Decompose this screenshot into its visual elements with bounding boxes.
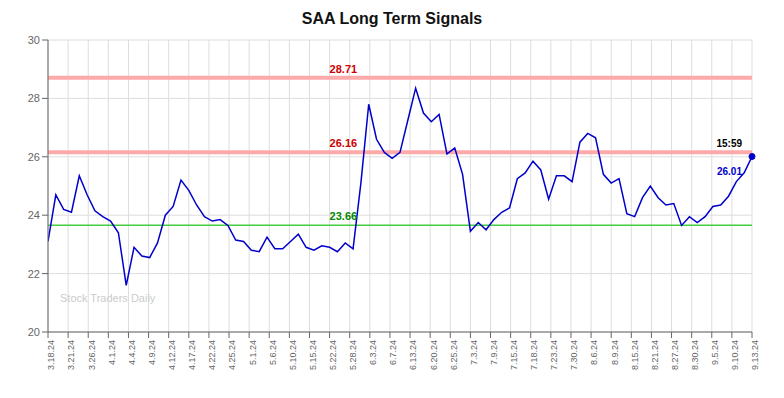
svg-text:4.17.24: 4.17.24	[187, 340, 197, 370]
svg-text:4.9.24: 4.9.24	[147, 340, 157, 365]
svg-text:5.10.24: 5.10.24	[288, 340, 298, 370]
svg-text:8.21.24: 8.21.24	[650, 340, 660, 370]
svg-text:5.6.24: 5.6.24	[268, 340, 278, 365]
svg-text:9.13.24: 9.13.24	[750, 340, 760, 370]
svg-text:9.10.24: 9.10.24	[730, 340, 740, 370]
svg-text:23.66: 23.66	[330, 210, 358, 222]
svg-text:26.01: 26.01	[717, 166, 742, 177]
svg-text:8.27.24: 8.27.24	[670, 340, 680, 370]
svg-text:6.13.24: 6.13.24	[408, 340, 418, 370]
svg-text:4.1.24: 4.1.24	[107, 340, 117, 365]
svg-text:4.25.24: 4.25.24	[227, 340, 237, 370]
svg-text:3.18.24: 3.18.24	[46, 340, 56, 370]
svg-text:3.21.24: 3.21.24	[67, 340, 77, 370]
svg-text:7.15.24: 7.15.24	[509, 340, 519, 370]
svg-text:3.26.24: 3.26.24	[87, 340, 97, 370]
svg-text:5.15.24: 5.15.24	[308, 340, 318, 370]
svg-text:8.6.24: 8.6.24	[589, 340, 599, 365]
svg-text:9.5.24: 9.5.24	[710, 340, 720, 365]
svg-text:6.25.24: 6.25.24	[449, 340, 459, 370]
svg-text:4.12.24: 4.12.24	[167, 340, 177, 370]
svg-text:8.9.24: 8.9.24	[610, 340, 620, 365]
svg-text:7.18.24: 7.18.24	[529, 340, 539, 370]
svg-text:28: 28	[28, 92, 40, 104]
svg-text:6.3.24: 6.3.24	[368, 340, 378, 365]
svg-text:Stock Traders Daily: Stock Traders Daily	[60, 292, 156, 304]
svg-text:26: 26	[28, 151, 40, 163]
svg-text:7.30.24: 7.30.24	[569, 340, 579, 370]
svg-text:15:59: 15:59	[716, 138, 742, 149]
svg-text:20: 20	[28, 326, 40, 338]
svg-text:4.4.24: 4.4.24	[127, 340, 137, 365]
svg-text:24: 24	[28, 209, 40, 221]
svg-text:8.15.24: 8.15.24	[630, 340, 640, 370]
svg-text:7.3.24: 7.3.24	[469, 340, 479, 365]
svg-text:28.71: 28.71	[330, 63, 358, 75]
html-text:SAA Long Term Signals: SAA Long Term Signals	[301, 10, 483, 27]
svg-text:8.30.24: 8.30.24	[690, 340, 700, 370]
svg-text:5.28.24: 5.28.24	[348, 340, 358, 370]
svg-text:22: 22	[28, 268, 40, 280]
svg-text:26.16: 26.16	[330, 137, 358, 149]
svg-text:6.20.24: 6.20.24	[429, 340, 439, 370]
svg-text:4.22.24: 4.22.24	[207, 340, 217, 370]
svg-text:6.7.24: 6.7.24	[388, 340, 398, 365]
svg-text:30: 30	[28, 34, 40, 46]
svg-text:5.22.24: 5.22.24	[328, 340, 338, 370]
svg-text:5.1.24: 5.1.24	[248, 340, 258, 365]
svg-text:7.23.24: 7.23.24	[549, 340, 559, 370]
svg-text:7.9.24: 7.9.24	[489, 340, 499, 365]
